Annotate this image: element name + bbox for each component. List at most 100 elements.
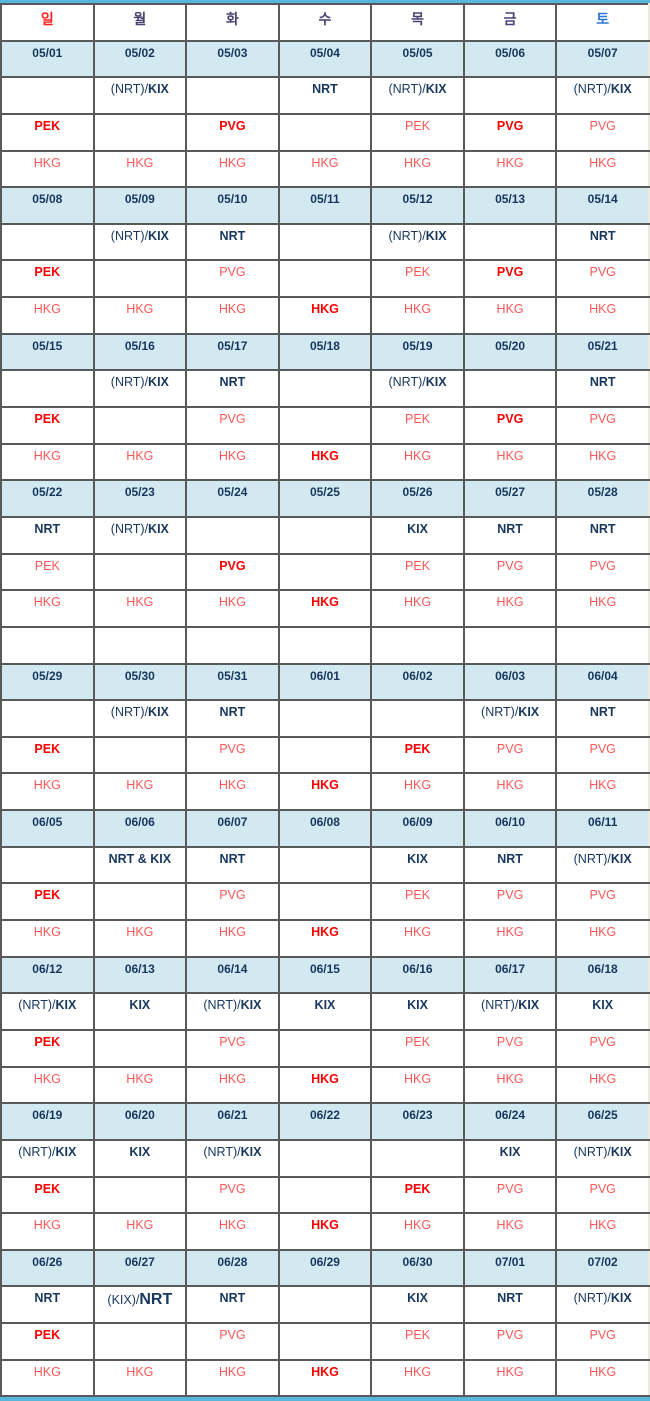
week-5-japan-route-row: (NRT)/KIX NRT (NRT)/KIX NRT bbox=[0, 699, 650, 738]
date-cell: 06/17 bbox=[462, 955, 558, 995]
hongkong-route-cell: HKG bbox=[555, 772, 650, 812]
japan-route-cell bbox=[277, 222, 373, 262]
date-cell: 06/06 bbox=[92, 809, 188, 848]
date-cell: 05/10 bbox=[185, 186, 280, 225]
china-route-cell bbox=[92, 1175, 188, 1215]
date-cell: 05/02 bbox=[92, 39, 188, 79]
route-code: PVG bbox=[496, 1328, 524, 1343]
route-code: KIX bbox=[610, 1291, 632, 1306]
china-route-cell: PVG bbox=[462, 1028, 558, 1068]
route-code: HKG bbox=[311, 1364, 339, 1379]
japan-route-cell bbox=[462, 76, 558, 115]
japan-route-cell bbox=[462, 369, 558, 409]
hongkong-route-cell: HKG bbox=[0, 1212, 95, 1251]
japan-route-cell bbox=[0, 845, 95, 885]
date-cell: 05/16 bbox=[92, 332, 188, 372]
route-code: HKG bbox=[496, 155, 524, 170]
route-code: HKG bbox=[496, 595, 524, 610]
week-5-hongkong-route-row: HKG HKG HKG HKG HKG HKG HKG bbox=[0, 772, 650, 812]
route-code: KIX bbox=[129, 998, 151, 1013]
route-code: HKG bbox=[311, 1218, 339, 1233]
route-code-plain: (NRT)/ bbox=[573, 1144, 611, 1159]
route-code: HKG bbox=[589, 925, 617, 940]
date-cell: 07/01 bbox=[462, 1248, 558, 1288]
route-code: PEK bbox=[34, 741, 61, 756]
hongkong-route-cell: HKG bbox=[185, 589, 280, 628]
hongkong-route-cell: HKG bbox=[555, 296, 650, 335]
japan-route-cell: KIX bbox=[370, 845, 465, 885]
hongkong-route-cell: HKG bbox=[185, 772, 280, 812]
japan-route-cell: KIX bbox=[370, 992, 465, 1031]
route-code: PVG bbox=[496, 265, 524, 280]
route-code-plain: (NRT)/ bbox=[388, 228, 426, 243]
hongkong-route-cell: HKG bbox=[462, 296, 558, 335]
route-code: HKG bbox=[126, 155, 154, 170]
hongkong-route-cell: HKG bbox=[92, 589, 188, 628]
japan-route-cell bbox=[0, 699, 95, 738]
route-code: HKG bbox=[33, 1364, 61, 1379]
route-code: HKG bbox=[403, 155, 432, 170]
route-code: KIX bbox=[55, 1144, 77, 1159]
route-code: HKG bbox=[496, 778, 524, 793]
date-cell: 06/25 bbox=[555, 1102, 650, 1141]
hongkong-route-cell: HKG bbox=[92, 442, 188, 482]
route-code: KIX bbox=[518, 705, 540, 720]
week-8-date-row: 06/19 06/20 06/21 06/22 06/23 06/24 06/25 bbox=[0, 1102, 650, 1141]
date-cell: 05/29 bbox=[0, 662, 95, 702]
japan-route-cell: (NRT)/KIX bbox=[92, 76, 188, 115]
japan-route-cell: (NRT)/KIX bbox=[370, 76, 465, 115]
route-code: KIX bbox=[148, 521, 169, 536]
japan-route-cell: (NRT)/KIX bbox=[370, 369, 465, 409]
japan-route-cell: KIX bbox=[370, 1285, 465, 1325]
week-2-date-row: 05/08 05/09 05/10 05/11 05/12 05/13 05/14 bbox=[0, 186, 650, 225]
week-1-japan-route-row: (NRT)/KIX NRT (NRT)/KIX (NRT)/KIX bbox=[0, 76, 650, 115]
route-code: HKG bbox=[589, 155, 617, 170]
date-cell: 05/23 bbox=[92, 479, 188, 518]
week-4-date-row: 05/22 05/23 05/24 05/25 05/26 05/27 05/28 bbox=[0, 479, 650, 518]
route-code: PVG bbox=[219, 1034, 246, 1049]
route-code: KIX bbox=[425, 228, 447, 243]
route-code: PEK bbox=[34, 888, 61, 903]
hongkong-route-cell: HKG bbox=[0, 919, 95, 958]
japan-route-cell: KIX bbox=[462, 1138, 558, 1178]
china-route-cell: PVG bbox=[462, 735, 558, 775]
route-code: HKG bbox=[403, 448, 432, 463]
japan-route-cell: (NRT)/KIX bbox=[555, 76, 650, 115]
route-code: NRT bbox=[219, 851, 246, 866]
date-cell: 06/03 bbox=[462, 662, 558, 702]
japan-route-cell: NRT bbox=[277, 76, 373, 115]
japan-route-cell: (NRT)/KIX bbox=[370, 222, 465, 262]
route-code: HKG bbox=[311, 778, 339, 793]
route-code: PVG bbox=[219, 741, 246, 756]
route-code: NRT & KIX bbox=[108, 851, 172, 866]
route-code: HKG bbox=[218, 448, 246, 463]
route-code: HKG bbox=[33, 595, 61, 610]
route-code: PVG bbox=[589, 1328, 616, 1343]
china-route-cell: PVG bbox=[555, 1322, 650, 1361]
route-code: KIX bbox=[407, 998, 428, 1013]
china-route-cell: PVG bbox=[555, 1175, 650, 1215]
route-code: PEK bbox=[34, 1328, 61, 1343]
hongkong-route-cell: HKG bbox=[555, 1065, 650, 1105]
route-code: HKG bbox=[218, 1364, 246, 1379]
china-route-cell: PVG bbox=[462, 259, 558, 299]
route-code: PVG bbox=[496, 118, 524, 133]
route-code: PVG bbox=[589, 741, 616, 756]
china-route-cell: PVG bbox=[462, 1322, 558, 1361]
route-code: NRT bbox=[589, 705, 616, 720]
japan-route-cell: NRT bbox=[185, 1285, 280, 1325]
china-route-cell bbox=[92, 112, 188, 152]
china-route-cell: PEK bbox=[370, 552, 465, 592]
china-route-cell: PVG bbox=[185, 1175, 280, 1215]
hongkong-route-cell: HKG bbox=[462, 1065, 558, 1105]
hongkong-route-cell: HKG bbox=[0, 1065, 95, 1105]
route-code: HKG bbox=[33, 925, 61, 940]
hongkong-route-cell: HKG bbox=[277, 919, 373, 958]
hongkong-route-cell: HKG bbox=[185, 1065, 280, 1105]
china-route-cell: PEK bbox=[0, 735, 95, 775]
route-code: HKG bbox=[218, 778, 246, 793]
japan-route-cell bbox=[277, 369, 373, 409]
route-code-plain: (NRT)/ bbox=[110, 82, 149, 97]
hongkong-route-cell: HKG bbox=[370, 442, 465, 482]
hongkong-route-cell: HKG bbox=[0, 1358, 95, 1398]
